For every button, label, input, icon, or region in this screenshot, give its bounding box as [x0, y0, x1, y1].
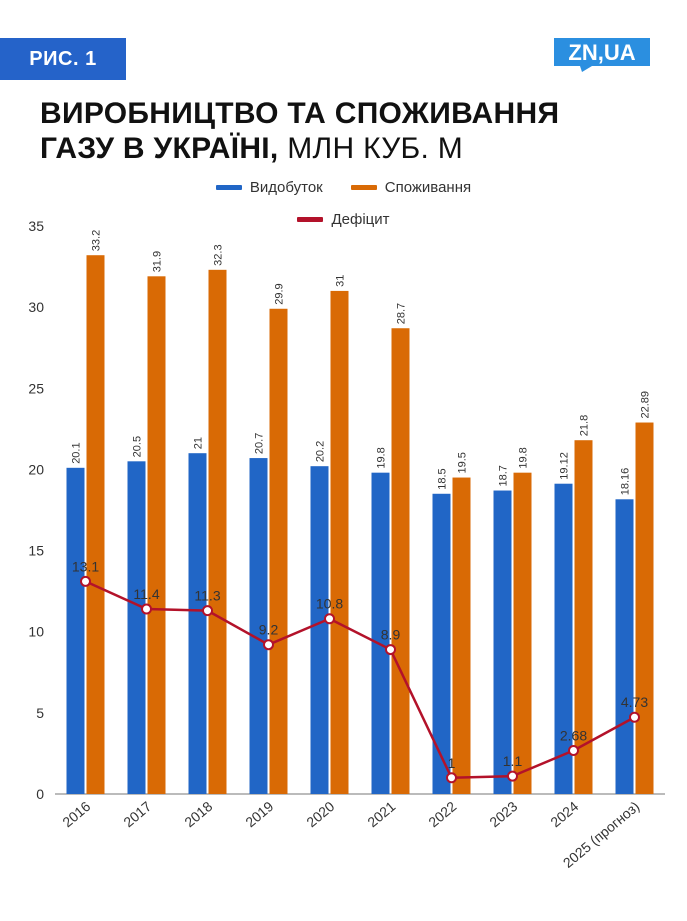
- data-label-consumption: 19.5: [457, 452, 469, 473]
- point-deficit: [80, 575, 91, 587]
- point-deficit: [202, 605, 213, 617]
- data-label-deficit: 1.1: [503, 753, 523, 769]
- data-label-production: 19.12: [559, 452, 571, 480]
- legend-item-production: Видобуток: [215, 178, 323, 196]
- bar-production: [554, 483, 573, 794]
- data-label-deficit: 9.2: [259, 622, 279, 638]
- logo-text: ZN,UA: [568, 40, 635, 65]
- data-label-consumption: 28.7: [396, 303, 408, 324]
- bar-consumption: [391, 328, 410, 794]
- data-label-consumption: 31: [335, 275, 347, 287]
- data-label-production: 20.2: [315, 441, 327, 462]
- bar-consumption: [574, 440, 593, 794]
- data-label-consumption: 19.8: [518, 447, 530, 468]
- data-label-production: 21: [193, 437, 205, 449]
- bar-consumption: [452, 477, 471, 794]
- data-label-deficit: 8.9: [381, 627, 401, 643]
- x-tick-label: 2017: [120, 798, 154, 830]
- data-label-consumption: 22.89: [640, 391, 652, 419]
- bar-consumption: [635, 422, 654, 794]
- title-line-2: ГАЗУ В УКРАЇНІ, МЛН КУБ. М: [40, 131, 559, 166]
- data-label-consumption: 33.2: [91, 230, 103, 251]
- title-line-2-bold: ГАЗУ В УКРАЇНІ,: [40, 132, 279, 165]
- legend-label-deficit: Дефіцит: [331, 210, 390, 228]
- chart-legend: Видобуток Споживання Дефіцит: [0, 176, 687, 240]
- legend-label-consumption: Споживання: [384, 178, 472, 196]
- y-tick-label: 10: [28, 624, 44, 640]
- data-label-production: 18.7: [498, 465, 510, 486]
- data-label-deficit: 13.1: [72, 558, 99, 574]
- data-label-production: 20.1: [71, 442, 83, 463]
- bar-production: [432, 493, 451, 794]
- y-tick-label: 25: [28, 380, 44, 396]
- data-label-production: 20.5: [132, 436, 144, 457]
- chart-title: ВИРОБНИЦТВО ТА СПОЖИВАННЯ ГАЗУ В УКРАЇНІ…: [40, 96, 559, 166]
- figure-label-badge: РИС. 1: [0, 38, 126, 80]
- bar-consumption: [330, 290, 349, 794]
- data-label-deficit: 4.73: [621, 694, 648, 710]
- y-tick-label: 5: [36, 705, 44, 721]
- legend-swatch-production: [215, 184, 242, 190]
- data-label-deficit: 1: [448, 755, 456, 771]
- legend-item-consumption: Споживання: [350, 178, 472, 196]
- bar-consumption: [513, 472, 532, 794]
- line-deficit: [84, 580, 636, 780]
- data-label-production: 18.16: [620, 468, 632, 496]
- zn-ua-logo: ZN,UA: [554, 38, 650, 72]
- y-tick-label: 15: [28, 543, 44, 559]
- point-deficit: [568, 745, 579, 757]
- legend-item-deficit: Дефіцит: [297, 210, 390, 228]
- figure-label: РИС. 1: [29, 47, 97, 70]
- y-tick-label: 20: [28, 461, 44, 477]
- bar-production: [310, 466, 329, 794]
- bar-production: [188, 453, 207, 794]
- point-deficit: [141, 603, 152, 615]
- title-unit: МЛН КУБ. М: [278, 132, 464, 165]
- data-label-consumption: 29.9: [274, 283, 286, 304]
- x-tick-label: 2021: [364, 798, 398, 830]
- bar-consumption: [269, 308, 288, 794]
- data-label-deficit: 11.4: [133, 586, 159, 602]
- legend-label-production: Видобуток: [249, 178, 323, 196]
- bar-production: [66, 467, 85, 794]
- point-deficit: [263, 639, 274, 651]
- point-deficit: [507, 770, 518, 782]
- data-label-consumption: 21.8: [579, 415, 591, 436]
- point-deficit: [385, 644, 396, 656]
- point-deficit: [629, 711, 640, 723]
- data-label-production: 19.8: [376, 447, 388, 468]
- y-tick-label: 35: [28, 218, 44, 234]
- bar-production: [249, 458, 268, 794]
- y-tick-label: 30: [28, 299, 44, 315]
- data-label-deficit: 11.3: [194, 588, 220, 604]
- y-tick-label: 0: [36, 786, 44, 802]
- legend-swatch-consumption: [350, 184, 377, 190]
- x-tick-label: 2024: [547, 798, 581, 830]
- x-tick-label: 2020: [303, 798, 337, 830]
- data-label-consumption: 32.3: [213, 244, 225, 265]
- point-deficit: [324, 613, 335, 625]
- title-line-1: ВИРОБНИЦТВО ТА СПОЖИВАННЯ: [40, 97, 560, 130]
- legend-swatch-deficit: [297, 216, 324, 222]
- bar-consumption: [147, 276, 166, 794]
- data-label-deficit: 2.68: [560, 728, 587, 744]
- bar-production: [493, 490, 512, 794]
- bar-consumption: [208, 269, 227, 794]
- x-tick-label: 2018: [181, 798, 215, 830]
- data-label-consumption: 31.9: [152, 251, 164, 272]
- data-label-deficit: 10.8: [316, 596, 343, 612]
- data-label-production: 20.7: [254, 433, 266, 454]
- bar-production: [371, 472, 390, 794]
- bar-production: [615, 499, 634, 794]
- point-deficit: [446, 772, 457, 784]
- x-tick-label: 2019: [242, 798, 276, 830]
- x-tick-label: 2022: [425, 798, 459, 830]
- bar-production: [127, 461, 146, 794]
- x-tick-label: 2023: [486, 798, 520, 830]
- data-label-production: 18.5: [437, 468, 449, 489]
- bar-consumption: [86, 255, 105, 794]
- x-tick-label: 2016: [59, 798, 93, 830]
